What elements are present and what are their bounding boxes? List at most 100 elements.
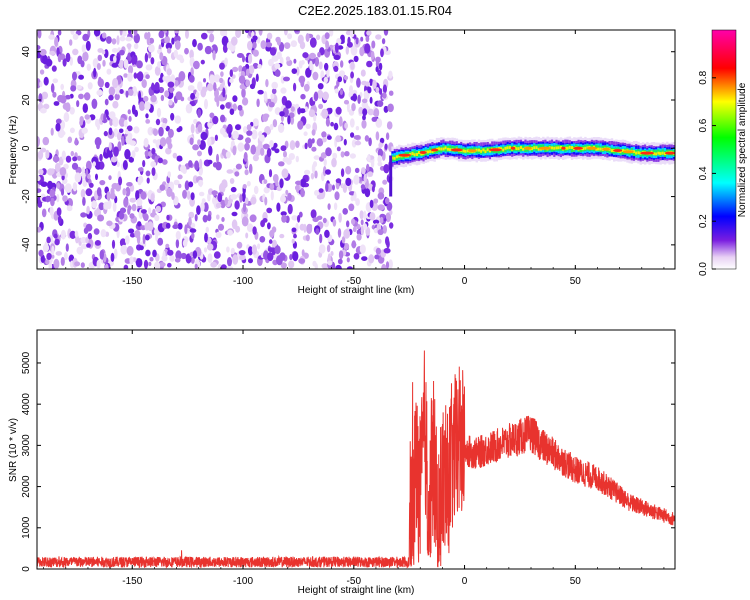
spectrogram-noise-cell [334, 88, 339, 94]
spectrogram-noise-cell [224, 57, 228, 66]
spectrogram-noise-cell [262, 113, 270, 119]
spectrogram-noise-cell [360, 225, 364, 236]
spectrogram-noise-cell [162, 117, 168, 125]
spectrogram-noise-cell [383, 164, 390, 174]
spectrogram-noise-cell [349, 153, 356, 159]
spectrogram-noise-cell [193, 89, 197, 95]
spectrogram-noise-cell [343, 99, 350, 105]
spectrogram-noise-cell [242, 55, 245, 63]
spectrogram-noise-cell [227, 229, 234, 236]
spectrogram-noise-cell [250, 144, 257, 155]
spectrogram-noise-cell [265, 79, 269, 88]
spectrogram-noise-cell [311, 129, 316, 136]
snr-x-tick-label: -50 [347, 576, 362, 587]
spectrogram-noise-cell [166, 68, 172, 76]
spectrogram-noise-cell [236, 241, 243, 249]
spectrogram-noise-cell [205, 226, 209, 233]
spectrogram-noise-cell [314, 56, 320, 67]
spectrogram-noise-cell [222, 43, 228, 54]
spectrogram-noise-cell [145, 234, 150, 241]
spectrogram-noise-cell [204, 232, 208, 243]
spectrogram-noise-cell [386, 121, 393, 130]
spectrogram-noise-cell [94, 240, 101, 246]
spectrogram-noise-cell [377, 155, 382, 164]
spectrogram-band-cell [531, 147, 534, 151]
spectrogram-noise-cell [260, 134, 265, 142]
spectrogram-x-tick-label: -50 [347, 276, 362, 287]
spectrogram-noise-cell [238, 250, 246, 256]
spectrogram-band-peak [586, 146, 598, 150]
spectrogram-noise-cell [326, 244, 331, 253]
snr-x-axis-label: Height of straight line (km) [298, 585, 415, 596]
spectrogram-noise-cell [137, 175, 144, 184]
spectrogram-noise-cell [86, 243, 91, 248]
spectrogram-noise-cell [112, 202, 117, 212]
spectrogram-noise-cell [48, 34, 55, 40]
spectrogram-noise-cell [45, 195, 50, 203]
spectrogram-band-cell [475, 148, 478, 152]
spectrogram-band-cell [555, 146, 558, 150]
spectrogram-noise-cell [340, 168, 345, 178]
spectrogram-noise-cell [72, 33, 79, 40]
spectrogram-band-cell [559, 146, 563, 149]
spectrogram-noise-cell [323, 158, 327, 167]
spectrogram-noise-cell [356, 229, 361, 235]
spectrogram-noise-cell [190, 222, 196, 228]
spectrogram-noise-cell [313, 155, 320, 160]
spectrogram-signal-band [389, 136, 675, 197]
spectrogram-noise-cell [364, 81, 371, 87]
spectrogram-band-peak [398, 153, 412, 157]
spectrogram-noise-cell [252, 154, 259, 162]
spectrogram-noise-cell [211, 190, 218, 196]
spectrogram-noise-cell [263, 91, 268, 102]
spectrogram-noise-cell [81, 127, 88, 134]
spectrogram-noise-cell [324, 62, 329, 71]
spectrogram-band-cell [486, 148, 490, 152]
spectrogram-noise-cell [197, 42, 203, 51]
spectrogram-noise-cell [252, 62, 259, 69]
spectrogram-noise-cell [173, 179, 180, 186]
spectrogram-noise-cell [225, 151, 231, 159]
spectrogram-noise-cell [310, 172, 315, 180]
spectrogram-band-cell [632, 150, 636, 156]
spectrogram-noise-cell [93, 30, 101, 37]
spectrogram-noise-cell [178, 71, 186, 82]
spectrogram-noise-cell [155, 118, 161, 126]
spectrogram-noise-cell [106, 191, 111, 202]
colorbar-label: Normalized spectral amplitude [737, 82, 748, 217]
spectrogram-noise-cell [80, 243, 88, 250]
spectrogram-noise-cell [62, 57, 67, 67]
spectrogram-noise-cell [178, 183, 182, 189]
spectrogram-noise-cell [366, 163, 370, 172]
spectrogram-noise-cell [380, 48, 384, 58]
spectrogram-noise-cell [123, 73, 128, 78]
spectrogram-noise-cell [349, 85, 353, 93]
spectrogram-noise-cell [132, 86, 138, 97]
spectrogram-noise-cell [220, 264, 228, 269]
spectrogram-noise-cell [248, 258, 253, 264]
spectrogram-noise-cell [345, 46, 349, 55]
spectrogram-noise-cell [333, 122, 339, 131]
spectrogram-noise-cell [370, 159, 375, 168]
spectrogram-noise-cell [124, 149, 131, 160]
spectrogram-noise-cell [85, 168, 89, 177]
spectrogram-noise-cell [338, 116, 343, 127]
spectrogram-noise-cell [231, 211, 238, 217]
spectrogram-noise-cell [87, 82, 93, 90]
spectrogram-noise-cell [119, 89, 124, 94]
spectrogram-noise-cell [76, 85, 82, 90]
spectrogram-noise-cell [295, 180, 302, 185]
spectrogram-noise-cell [359, 244, 366, 254]
spectrogram-noise-cell [118, 211, 125, 220]
spectrogram-noise-cell [220, 71, 224, 77]
spectrogram-noise-cell [356, 233, 362, 241]
spectrogram-noise-cell [353, 135, 361, 140]
spectrogram-noise-cell [325, 117, 330, 127]
spectrogram-noise-cell [361, 167, 366, 175]
spectrogram-noise-cell [207, 137, 212, 147]
spectrogram-noise-cell [235, 30, 242, 39]
spectrogram-noise-cell [315, 228, 320, 235]
spectrogram-noise-cell [190, 256, 195, 264]
spectrogram-noise-cell [108, 127, 113, 136]
spectrogram-noise-cell [324, 229, 330, 238]
